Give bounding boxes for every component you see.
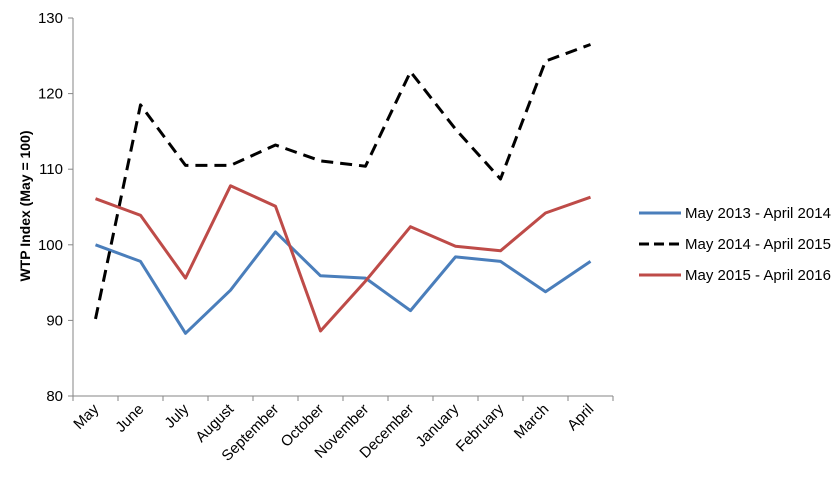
y-tick-label: 80	[46, 388, 63, 405]
x-tick-label: June	[112, 401, 147, 436]
legend-label-3: May 2015 - April 2016	[685, 267, 831, 284]
legend-label-2: May 2014 - April 2015	[685, 236, 831, 253]
series-line-2	[94, 43, 592, 320]
series-line-1	[94, 230, 592, 335]
x-tick-label: April	[564, 401, 597, 434]
series-lines	[94, 43, 592, 335]
x-tick-label: July	[161, 400, 192, 431]
y-tick-label: 120	[38, 86, 63, 103]
y-tick-label: 90	[46, 312, 63, 329]
y-tick-label: 100	[38, 237, 63, 254]
x-tick-label: February	[453, 400, 508, 455]
x-tick-label: May	[70, 400, 102, 432]
y-tick-label: 110	[39, 161, 63, 178]
y-axis-title: WTP Index (May = 100)	[17, 130, 33, 281]
y-tick-label: 130	[38, 10, 63, 27]
x-tick-label: March	[511, 401, 552, 442]
legend-label-1: May 2013 - April 2014	[685, 205, 831, 222]
legend: May 2013 - April 2014 May 2014 - April 20…	[639, 205, 831, 284]
series-line-3	[94, 184, 591, 333]
